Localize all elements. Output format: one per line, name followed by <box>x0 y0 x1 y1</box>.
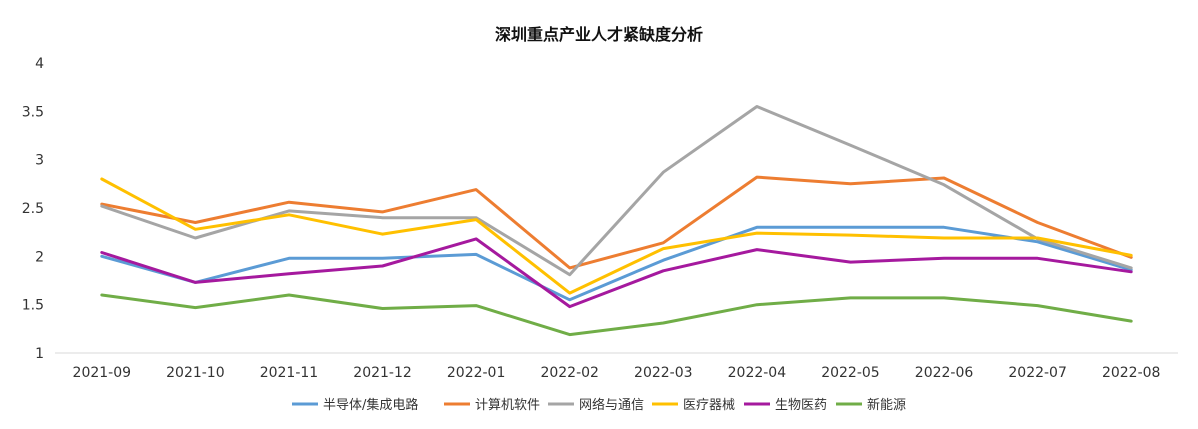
legend-item: 新能源 <box>836 397 906 413</box>
legend-label: 半导体/集成电路 <box>323 397 418 413</box>
y-tick-label: 1 <box>35 346 44 362</box>
x-tick-label: 2022-06 <box>915 365 974 381</box>
x-tick-label: 2022-01 <box>447 365 506 381</box>
x-tick-label: 2021-10 <box>166 365 225 381</box>
legend-label: 生物医药 <box>775 398 827 413</box>
series-lines <box>100 105 1133 337</box>
x-tick-label: 2022-03 <box>634 365 693 381</box>
chart-title: 深圳重点产业人才紧缺度分析 <box>495 25 703 44</box>
series-line-2 <box>100 105 1133 277</box>
legend-item: 生物医药 <box>744 398 827 413</box>
y-tick-label: 3 <box>35 153 44 169</box>
y-tick-label: 3.5 <box>22 104 44 120</box>
y-tick-label: 2.5 <box>22 201 44 217</box>
legend-item: 医疗器械 <box>652 398 735 413</box>
x-tick-label: 2022-08 <box>1102 365 1161 381</box>
legend-label: 新能源 <box>867 397 906 413</box>
y-tick-label: 4 <box>35 56 44 72</box>
legend-item: 半导体/集成电路 <box>292 397 418 413</box>
legend-label: 医疗器械 <box>683 398 735 413</box>
x-tick-label: 2022-05 <box>821 365 880 381</box>
y-axis: 1 1.5 2 2.5 3 3.5 4 <box>22 56 44 362</box>
x-tick-label: 2021-09 <box>73 365 132 381</box>
x-tick-label: 2021-11 <box>260 365 319 381</box>
legend-item: 网络与通信 <box>548 397 644 413</box>
series-line-5 <box>100 293 1133 337</box>
x-tick-label: 2022-07 <box>1008 365 1067 381</box>
legend-label: 计算机软件 <box>475 398 540 413</box>
x-axis: 2021-09 2021-10 2021-11 2021-12 2022-01 2022-… <box>73 365 1161 381</box>
y-tick-label: 2 <box>35 249 44 265</box>
series-line-3 <box>100 177 1133 295</box>
series-line-1 <box>100 175 1133 270</box>
series-line-4 <box>100 237 1133 309</box>
x-tick-label: 2022-02 <box>540 365 599 381</box>
legend-label: 网络与通信 <box>579 397 644 413</box>
legend-item: 计算机软件 <box>444 398 540 413</box>
legend: 半导体/集成电路 计算机软件 网络与通信 医疗器械 生物医药 新能源 <box>292 397 906 413</box>
series-line-0 <box>100 225 1133 302</box>
x-tick-label: 2021-12 <box>353 365 412 381</box>
x-tick-label: 2022-04 <box>728 365 787 381</box>
y-tick-label: 1.5 <box>22 298 44 314</box>
